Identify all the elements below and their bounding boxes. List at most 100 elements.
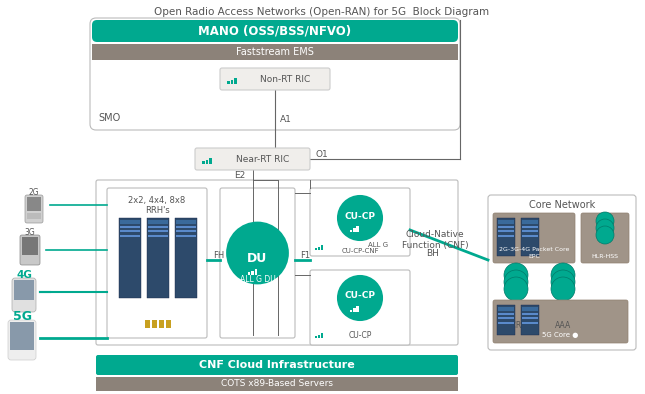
Bar (148, 230, 168, 232)
Circle shape (228, 223, 288, 283)
Bar (152, 320, 157, 328)
Bar (521, 305, 539, 335)
FancyBboxPatch shape (220, 188, 295, 338)
Text: A1: A1 (280, 115, 292, 123)
Circle shape (338, 196, 382, 240)
FancyBboxPatch shape (493, 300, 628, 343)
FancyBboxPatch shape (20, 235, 40, 265)
FancyBboxPatch shape (493, 213, 575, 263)
FancyBboxPatch shape (310, 270, 410, 345)
Bar (318, 335, 320, 338)
Text: MANO (OSS/BSS/NFVO): MANO (OSS/BSS/NFVO) (199, 24, 352, 37)
Bar (176, 230, 196, 232)
FancyBboxPatch shape (96, 355, 458, 375)
FancyBboxPatch shape (107, 188, 207, 338)
Bar (521, 218, 539, 256)
Bar (96, 377, 458, 391)
Bar (175, 218, 197, 298)
Text: BH: BH (426, 249, 439, 258)
Bar (248, 272, 250, 275)
Bar (522, 322, 538, 324)
Text: Core Network: Core Network (529, 200, 595, 210)
Bar (120, 235, 140, 237)
Bar (497, 305, 515, 335)
Bar (357, 307, 359, 312)
FancyBboxPatch shape (92, 20, 458, 42)
Bar (148, 220, 168, 224)
Text: F1: F1 (300, 251, 310, 260)
Circle shape (596, 219, 614, 237)
Circle shape (338, 276, 382, 320)
Bar (321, 333, 322, 338)
Bar (206, 160, 208, 164)
Bar (353, 228, 355, 232)
Bar (357, 227, 359, 232)
Circle shape (551, 263, 575, 287)
Bar (148, 226, 168, 228)
Bar (119, 218, 141, 298)
Bar (498, 307, 514, 311)
Text: 2G-3G-4G Packet Core: 2G-3G-4G Packet Core (499, 247, 569, 251)
Text: 2x2, 4x4, 8x8: 2x2, 4x4, 8x8 (128, 195, 186, 204)
Text: EPC: EPC (528, 253, 540, 258)
Bar (315, 336, 317, 338)
Text: ALL G DU: ALL G DU (240, 275, 275, 284)
Bar (321, 245, 322, 250)
Text: Cloud-Native
Function (CNF): Cloud-Native Function (CNF) (402, 230, 468, 250)
Bar (27, 197, 41, 211)
Text: COTS x89-Based Servers: COTS x89-Based Servers (221, 379, 333, 388)
Text: DU: DU (248, 251, 268, 264)
Circle shape (504, 277, 528, 301)
Circle shape (504, 270, 528, 294)
Bar (498, 322, 514, 324)
Bar (227, 81, 230, 84)
FancyBboxPatch shape (195, 148, 310, 170)
Text: CU-CP-CNF: CU-CP-CNF (341, 248, 379, 254)
Text: HLR-HSS: HLR-HSS (591, 253, 619, 258)
Circle shape (596, 226, 614, 244)
Text: FH: FH (213, 251, 224, 260)
Circle shape (596, 212, 614, 230)
Text: Non-RT RIC: Non-RT RIC (260, 74, 310, 84)
Bar (350, 230, 352, 232)
Bar (498, 317, 514, 319)
Bar (498, 235, 514, 237)
Text: CNF Cloud Infrastructure: CNF Cloud Infrastructure (199, 360, 355, 370)
Bar (234, 78, 237, 84)
Circle shape (504, 263, 528, 287)
Bar (315, 248, 317, 250)
FancyBboxPatch shape (581, 213, 629, 263)
Bar (145, 320, 150, 328)
Bar (14, 280, 34, 300)
Text: Near-RT RIC: Near-RT RIC (236, 154, 289, 164)
Bar (120, 226, 140, 228)
Circle shape (551, 277, 575, 301)
Bar (498, 313, 514, 315)
Bar (176, 235, 196, 237)
FancyBboxPatch shape (220, 68, 330, 90)
Bar (10, 322, 34, 350)
Bar (202, 161, 204, 164)
FancyBboxPatch shape (12, 278, 36, 312)
Bar (522, 317, 538, 319)
Bar (522, 307, 538, 311)
Bar (176, 226, 196, 228)
Bar (522, 235, 538, 237)
Text: O1: O1 (315, 149, 328, 158)
Bar (159, 320, 164, 328)
Text: ALL G: ALL G (368, 242, 388, 248)
Bar (231, 80, 233, 84)
Text: 3G: 3G (25, 227, 35, 236)
Text: CU-CP: CU-CP (344, 292, 375, 301)
FancyBboxPatch shape (8, 320, 36, 360)
Text: 4G: 4G (16, 270, 32, 280)
Text: CU-CP: CU-CP (344, 212, 375, 221)
Text: AAA: AAA (555, 320, 571, 329)
Bar (522, 220, 538, 224)
Bar (350, 310, 352, 312)
Bar (148, 235, 168, 237)
Text: CU-CP: CU-CP (348, 331, 372, 340)
Bar (318, 247, 320, 250)
Bar (498, 220, 514, 224)
Text: Open Radio Access Networks (Open-RAN) for 5G  Block Diagram: Open Radio Access Networks (Open-RAN) fo… (154, 7, 490, 17)
